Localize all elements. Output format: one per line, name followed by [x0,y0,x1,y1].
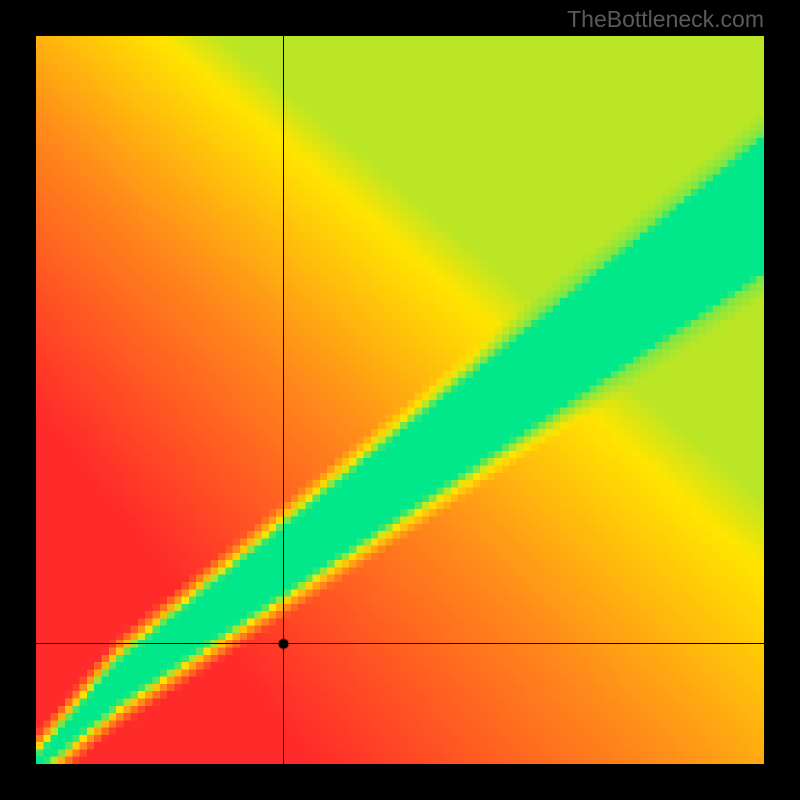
chart-container: TheBottleneck.com [0,0,800,800]
plot-area [36,36,764,764]
heatmap-canvas [36,36,764,764]
watermark-label: TheBottleneck.com [567,6,764,33]
